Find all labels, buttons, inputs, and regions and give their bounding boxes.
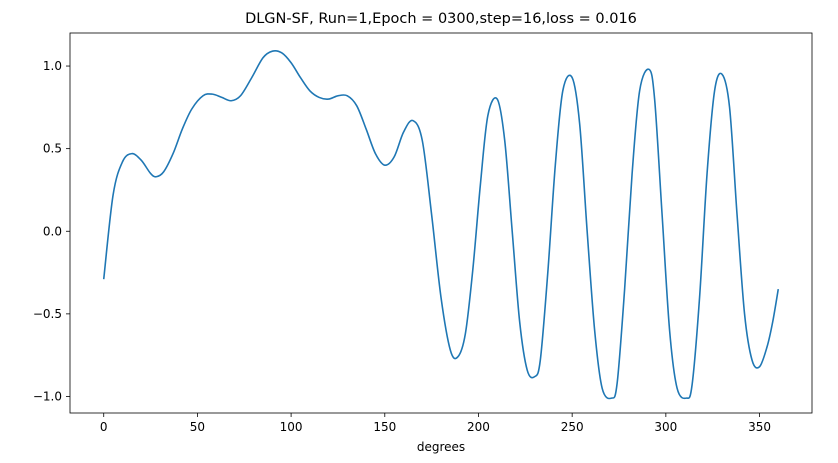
y-tick-label: 1.0: [43, 59, 62, 73]
x-axis-label: degrees: [417, 440, 465, 454]
x-tick-label: 0: [100, 420, 108, 434]
series-line-0: [102, 50, 780, 400]
x-axis-ticks: 0 50 100 150 200 250 300 350: [100, 413, 771, 434]
y-tick-label: 0.0: [43, 224, 62, 238]
y-tick-label: 0.5: [43, 142, 62, 156]
x-tick-label: 300: [654, 420, 677, 434]
x-tick-label: 150: [373, 420, 396, 434]
y-tick-label: −1.0: [33, 389, 62, 403]
y-axis-ticks: −1.0 −0.5 0.0 0.5 1.0: [33, 59, 70, 403]
x-tick-label: 350: [748, 420, 771, 434]
chart-title: DLGN-SF, Run=1,Epoch = 0300,step=16,loss…: [245, 11, 637, 27]
x-tick-label: 100: [280, 420, 303, 434]
x-tick-label: 50: [190, 420, 205, 434]
y-tick-label: −0.5: [33, 307, 62, 321]
plot-frame: [69, 32, 813, 414]
x-tick-label: 200: [467, 420, 490, 434]
x-tick-label: 250: [561, 420, 584, 434]
plot-area: [69, 32, 813, 414]
